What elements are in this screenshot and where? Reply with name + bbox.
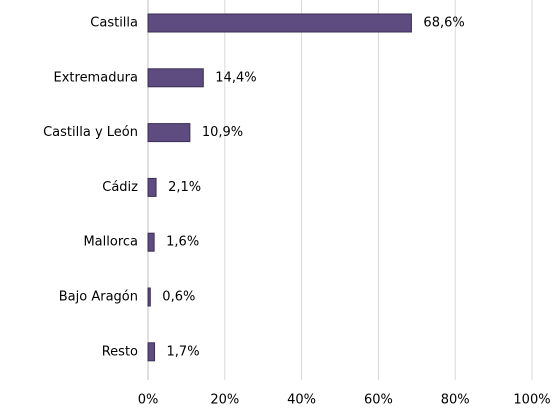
data-label: 14,4% [215, 70, 256, 85]
x-tick-label: 0% [138, 393, 159, 408]
data-label: 1,6% [166, 235, 199, 250]
bar [147, 68, 204, 88]
x-tick-label: 20% [210, 393, 239, 408]
bar [147, 287, 151, 307]
data-label: 2,1% [168, 180, 201, 195]
data-label: 68,6% [423, 16, 464, 31]
x-tick-label: 80% [441, 393, 470, 408]
bar [147, 232, 155, 252]
data-label: 0,6% [162, 290, 195, 305]
y-tick-label: Extremadura [54, 70, 139, 85]
data-label: 10,9% [202, 125, 243, 140]
bar [147, 123, 191, 143]
bar [147, 177, 157, 197]
y-tick-label: Bajo Aragón [59, 290, 138, 305]
y-tick-label: Cádiz [102, 180, 138, 195]
y-tick-label: Resto [102, 344, 138, 359]
x-tick-label: 60% [364, 393, 393, 408]
y-tick-label: Mallorca [83, 235, 138, 250]
y-tick-label: Castilla [90, 16, 138, 31]
y-tick-label: Castilla y León [43, 125, 138, 140]
data-label: 1,7% [167, 344, 200, 359]
bar [147, 342, 156, 362]
bar [147, 13, 412, 33]
x-tick-label: 40% [287, 393, 316, 408]
x-tick-label: 100% [513, 393, 550, 408]
